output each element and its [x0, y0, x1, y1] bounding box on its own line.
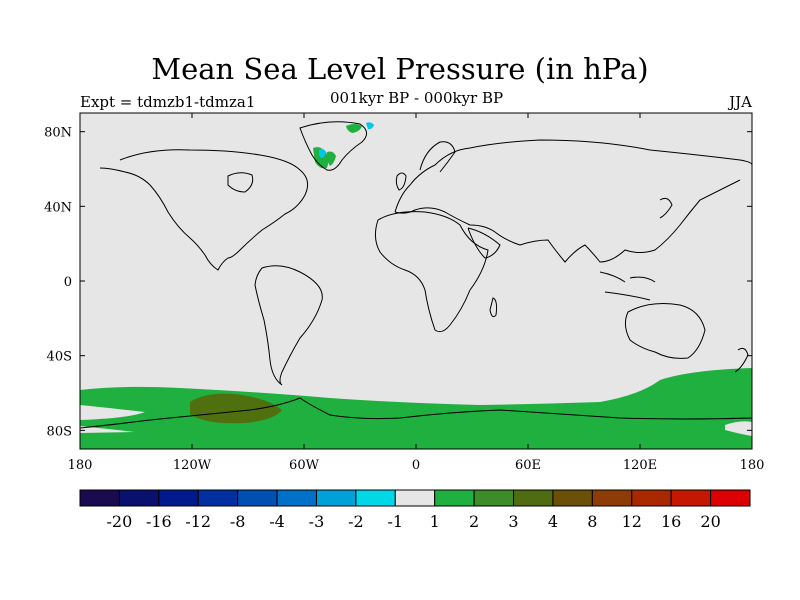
colorbar-swatch — [631, 489, 672, 507]
coastline-south-america — [254, 265, 323, 386]
colorbar-label: -16 — [146, 512, 172, 531]
colorbar-label: -1 — [387, 512, 403, 531]
latitude-tick-label: 40N — [44, 200, 72, 215]
coastline-africa — [374, 211, 489, 333]
colorbar-swatch — [513, 489, 554, 507]
coastline-scandinavia — [419, 141, 456, 173]
colorbar-label: 4 — [548, 512, 558, 531]
colorbar-label: 20 — [700, 512, 720, 531]
colorbar-swatch — [670, 489, 712, 507]
greenland-patches — [326, 151, 336, 166]
coastline-hudson-bay — [227, 172, 254, 193]
latitude-tick-label: 80S — [47, 424, 72, 439]
latitude-tick-label: 0 — [64, 275, 72, 290]
coastline-new-zealand — [734, 347, 749, 373]
season-label: JJA — [729, 93, 752, 111]
colorbar-swatch — [118, 489, 160, 507]
coastline-madagascar — [489, 297, 498, 318]
colorbar-label: -8 — [230, 512, 246, 531]
pacific-sector-maximum — [190, 393, 282, 424]
colorbar-swatch — [434, 489, 475, 507]
experiment-label: Expt = tdmzb1-tdmza1 — [80, 93, 256, 111]
coastline-uk — [395, 172, 407, 191]
colorbar-swatch — [355, 489, 396, 507]
colorbar-swatch — [315, 489, 357, 507]
colorbar-swatch — [394, 489, 436, 507]
colorbar-label: -4 — [269, 512, 285, 531]
greenland-negative-patches — [366, 122, 374, 130]
latitude-tick-label: 80N — [44, 126, 72, 141]
longitude-tick-label: 180 — [740, 458, 765, 473]
map-title: Mean Sea Level Pressure (in hPa) — [151, 52, 649, 86]
longitude-tick-label: 120W — [173, 458, 212, 473]
colorbar-label: 12 — [622, 512, 642, 531]
coastline-japan — [659, 197, 673, 219]
colorbar-label: -12 — [185, 512, 211, 531]
coastline-greenland — [299, 121, 367, 171]
colorbar-label: 3 — [508, 512, 518, 531]
greenland-negative-patches — [318, 148, 326, 158]
colorbar-label: 8 — [587, 512, 597, 531]
longitude-tick-label: 60W — [289, 458, 320, 473]
colorbar-swatch — [710, 489, 751, 507]
longitude-axis: 180 120W 60W 0 60E 120E 180 — [68, 113, 765, 473]
coastlines — [80, 121, 752, 429]
colorbar-swatch — [591, 489, 633, 507]
period-label: 001kyr BP - 000kyr BP — [330, 89, 504, 107]
latitude-axis: 80N 40N 0 40S 80S — [44, 126, 752, 439]
colorbar-swatch — [552, 489, 593, 507]
southern-ocean-band — [80, 368, 752, 449]
coastline-north-america — [99, 149, 309, 271]
coastline-australia — [624, 303, 706, 359]
longitude-tick-label: 0 — [412, 458, 420, 473]
colorbar-swatch — [79, 489, 120, 507]
colorbar-label: 2 — [469, 512, 479, 531]
map-content — [80, 121, 752, 449]
colorbar-label: 16 — [661, 512, 681, 531]
colorbar-swatch — [276, 489, 317, 507]
colorbar-swatch — [197, 489, 239, 507]
longitude-tick-label: 180 — [68, 458, 93, 473]
coastline-eurasia — [394, 139, 752, 263]
map-background — [725, 421, 752, 436]
colorbar-label: -2 — [348, 512, 364, 531]
colorbar-label: -3 — [309, 512, 325, 531]
longitude-tick-label: 120E — [623, 458, 657, 473]
longitude-tick-label: 60E — [515, 458, 541, 473]
greenland-patches — [346, 124, 362, 133]
map-background — [80, 405, 145, 420]
colorbar: -20 -16 -12 -8 -4 -3 -2 -1 1 2 3 4 8 12 16 20 — [79, 489, 751, 531]
colorbar-label: 1 — [430, 512, 440, 531]
coastline-arabia — [467, 227, 501, 259]
colorbar-swatch — [237, 489, 278, 507]
latitude-tick-label: 40S — [47, 350, 72, 365]
colorbar-label: -20 — [107, 512, 133, 531]
coastline-indonesia — [599, 271, 656, 301]
colorbar-swatch — [158, 489, 199, 507]
coastline-antarctica — [80, 397, 752, 429]
colorbar-swatch — [473, 489, 515, 507]
map-background — [80, 426, 135, 433]
